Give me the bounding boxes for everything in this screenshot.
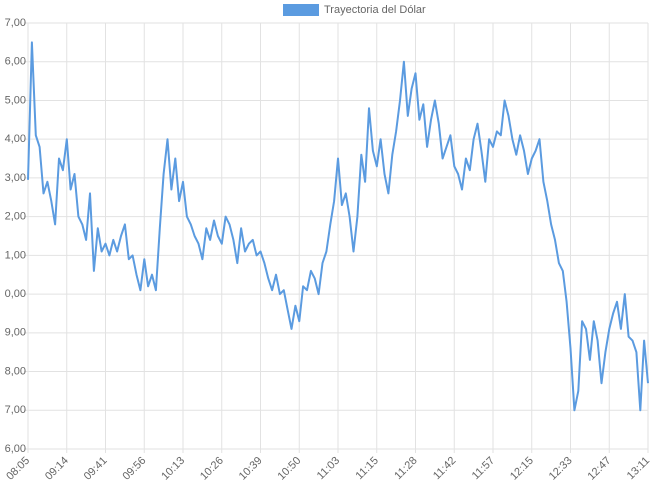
y-tick-label: 6,00 <box>5 443 26 455</box>
y-tick-label: 4,00 <box>5 133 26 145</box>
y-tick-label: 1,00 <box>5 249 26 261</box>
y-tick-label: 9,00 <box>5 327 26 339</box>
y-tick-label: 5,00 <box>5 94 26 106</box>
x-tick-label: 09:56 <box>120 455 148 483</box>
x-tick-label: 12:33 <box>547 455 575 483</box>
x-tick-label: 11:42 <box>431 455 458 482</box>
x-tick-label: 13:11 <box>625 455 650 482</box>
x-tick-label: 10:13 <box>159 455 187 483</box>
y-tick-label: 6,00 <box>5 56 26 68</box>
x-tick-label: 09:14 <box>43 455 71 483</box>
x-tick-label: 10:50 <box>275 455 303 483</box>
y-tick-label: 2,00 <box>5 211 26 223</box>
y-tick-label: 0,00 <box>5 288 26 300</box>
x-tick-label: 09:41 <box>82 455 110 483</box>
y-tick-label: 7,00 <box>5 404 26 416</box>
x-tick-label: 11:03 <box>315 455 342 482</box>
y-tick-label: 8,00 <box>5 365 26 377</box>
x-tick-label: 08:05 <box>4 455 32 483</box>
x-tick-label: 10:39 <box>237 455 265 483</box>
y-tick-label: 7,00 <box>5 17 26 29</box>
x-tick-label: 11:15 <box>354 455 381 482</box>
legend-swatch <box>283 4 319 16</box>
x-tick-label: 12:15 <box>508 455 536 483</box>
x-tick-label: 10:26 <box>198 455 226 483</box>
x-tick-label: 11:57 <box>470 455 497 482</box>
legend-label: Trayectoria del Dólar <box>324 4 426 16</box>
line-series <box>27 41 649 412</box>
x-tick-label: 12:47 <box>585 455 613 483</box>
y-tick-label: 3,00 <box>5 172 26 184</box>
x-tick-label: 11:28 <box>392 455 419 482</box>
